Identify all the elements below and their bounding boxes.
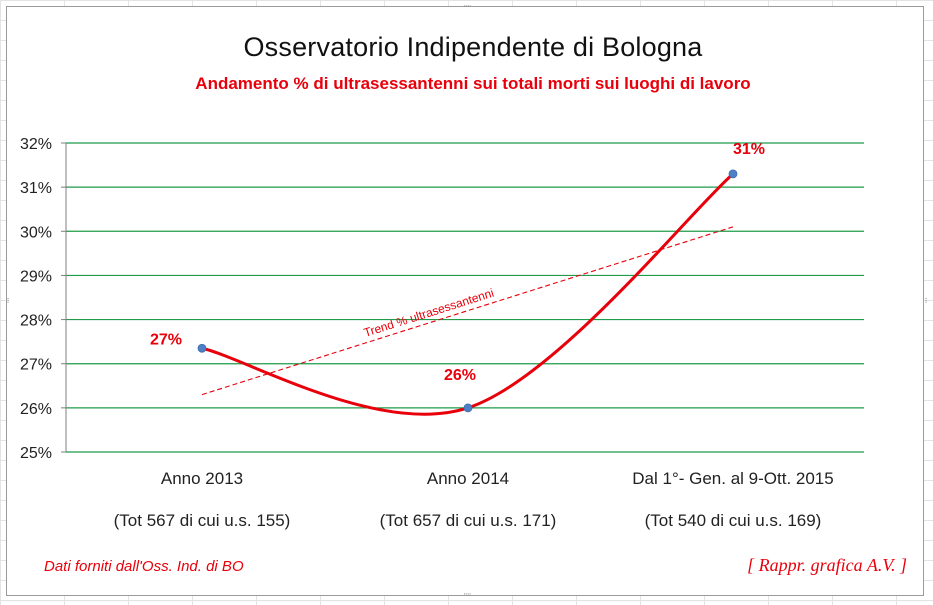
chart-title: Osservatorio Indipendente di Bologna [243,32,703,62]
x-category-label: Anno 2014 [426,469,510,488]
source-note: Dati forniti dall'Oss. Ind. di BO [44,558,244,575]
x-category-label: Dal 1°- Gen. al 9-Ott. 2015 [632,469,834,488]
y-tick-label: 30% [20,224,52,241]
x-category-detail: (Tot 540 di cui u.s. 169) [644,511,822,530]
resize-handle-bottom[interactable]: ···· [463,590,472,600]
trendline-label: Trend % ultrasessantenni [362,286,496,340]
y-tick-label: 31% [20,180,52,197]
data-label: 26% [444,367,476,384]
y-axis-ticks: 25% 26% 27% 28% 29% 30% 31% 32% [20,136,67,462]
trendline [201,226,734,396]
x-category-detail: (Tot 567 di cui u.s. 155) [113,511,291,530]
chart-subtitle: Andamento % di ultrasessantenni sui tota… [195,74,751,93]
y-tick-label: 26% [20,401,52,418]
data-point [463,403,473,413]
data-point [197,343,207,353]
series-group: 27% 26% 31% [150,141,765,416]
y-tick-label: 25% [20,445,52,462]
y-tick-label: 32% [20,136,52,153]
resize-handle-top[interactable]: ···· [463,2,472,12]
y-tick-label: 28% [20,313,52,330]
x-category-detail: (Tot 657 di cui u.s. 171) [379,511,557,530]
resize-handle-left[interactable]: ··· [2,297,12,303]
data-label: 31% [733,141,765,158]
data-label: 27% [150,331,182,348]
data-point [728,169,738,179]
resize-handle-right[interactable]: ··· [920,297,930,303]
x-category-label: Anno 2013 [160,469,244,488]
y-tick-label: 27% [20,357,52,374]
y-tick-label: 29% [20,268,52,285]
credit-note: [ Rappr. grafica A.V. ] [747,555,907,575]
